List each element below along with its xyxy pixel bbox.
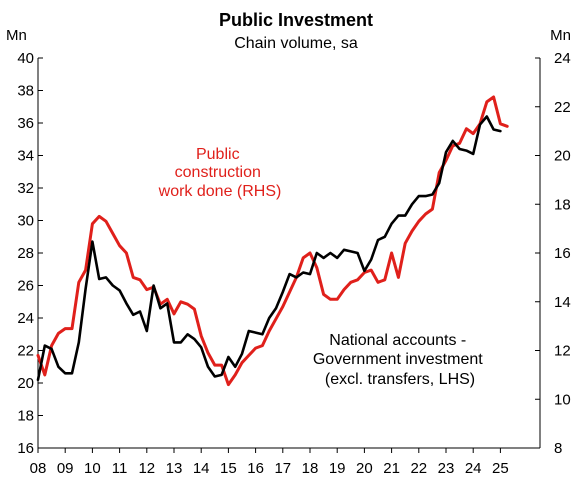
x-tick-label: 14 [193, 460, 210, 477]
x-tick-label: 24 [465, 460, 482, 477]
x-tick-label: 10 [84, 460, 101, 477]
x-tick-label: 09 [57, 460, 74, 477]
red-annotation-line-3: work done (RHS) [158, 183, 282, 200]
x-tick-label: 25 [492, 460, 509, 477]
left-tick-label: 40 [17, 50, 34, 67]
left-tick-label: 32 [17, 180, 34, 197]
x-tick-label: 22 [410, 460, 427, 477]
left-tick-label: 16 [17, 440, 34, 457]
chart-subtitle: Chain volume, sa [234, 35, 358, 52]
left-tick-label: 38 [17, 83, 34, 100]
axes: 16 18 20 22 24 26 28 30 32 34 36 38 40 8 10 12 14 16 18 20 2… [17, 50, 570, 477]
x-tick-label: 16 [247, 460, 264, 477]
right-tick-label: 14 [554, 294, 571, 311]
red-series-annotation: Public construction work done (RHS) [158, 146, 282, 200]
x-tick-label: 12 [138, 460, 155, 477]
left-tick-label: 34 [17, 148, 34, 165]
x-tick-label: 19 [329, 460, 346, 477]
left-tick-label: 36 [17, 115, 34, 132]
right-tick-label: 12 [554, 343, 571, 360]
red-annotation-line-1: Public [196, 146, 240, 163]
red-annotation-line-2: construction [175, 164, 261, 181]
x-tick-label: 11 [112, 460, 128, 477]
x-tick-label: 13 [166, 460, 183, 477]
x-tick-label: 08 [30, 460, 47, 477]
black-annotation-line-2: Government investment [313, 351, 483, 368]
left-tick-label: 20 [17, 375, 34, 392]
black-annotation-line-1: National accounts - [329, 332, 466, 349]
right-tick-label: 16 [554, 245, 571, 262]
right-tick-label: 8 [554, 440, 562, 457]
left-tick-label: 26 [17, 278, 34, 295]
x-tick-label: 18 [302, 460, 319, 477]
right-tick-label: 24 [554, 50, 571, 67]
left-tick-label: 18 [17, 408, 34, 425]
black-annotation-line-3: (excl. transfers, LHS) [325, 371, 475, 388]
left-axis-unit: Mn [6, 27, 27, 44]
x-tick-label: 23 [438, 460, 455, 477]
left-tick-label: 30 [17, 213, 34, 230]
construction-work-line [36, 95, 509, 387]
right-tick-label: 18 [554, 196, 571, 213]
left-tick-label: 22 [17, 343, 34, 360]
right-tick-label: 22 [554, 99, 571, 116]
series-layer [36, 95, 509, 387]
black-series-annotation: National accounts - Government investmen… [313, 332, 487, 388]
chart-title: Public Investment [219, 10, 373, 30]
x-tick-label: 15 [220, 460, 237, 477]
right-axis-unit: Mn [550, 27, 571, 44]
x-tick-label: 20 [356, 460, 373, 477]
x-tick-label: 17 [274, 460, 291, 477]
right-tick-label: 20 [554, 148, 571, 165]
left-tick-label: 28 [17, 245, 34, 262]
left-tick-label: 24 [17, 310, 34, 327]
x-tick-label: 21 [383, 460, 400, 477]
government-investment-line [36, 115, 502, 382]
right-tick-label: 10 [554, 391, 571, 408]
